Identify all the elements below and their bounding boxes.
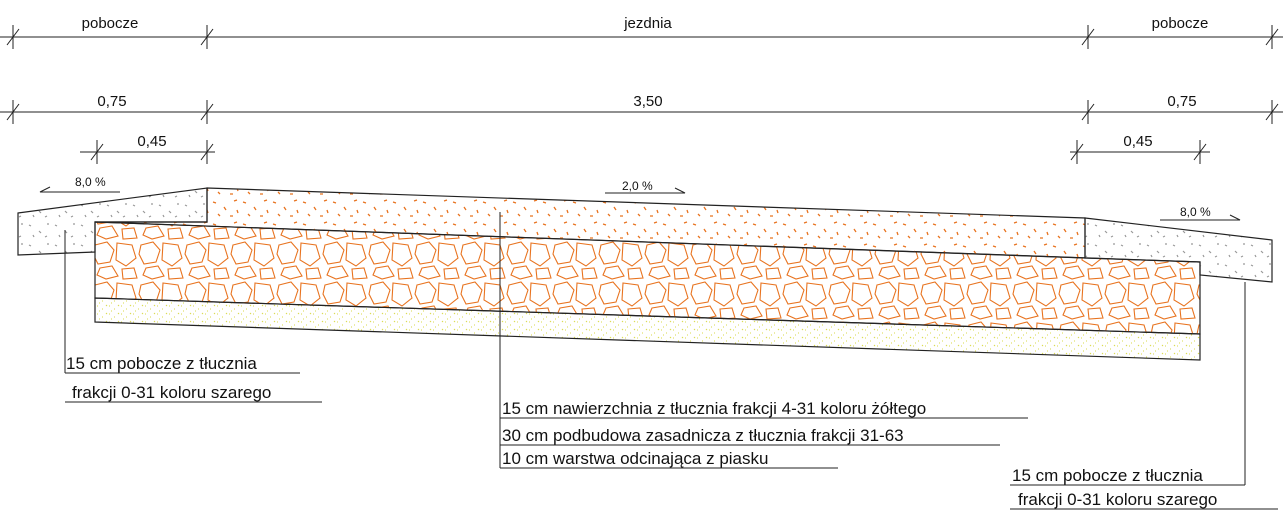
inner-width-label: 0,45 [137,133,166,150]
layers [17,187,1273,361]
layer-label: frakcji 0-31 koloru szarego [1018,490,1217,509]
width-label: 3,50 [633,93,662,110]
slope-arrows [39,186,1241,221]
layer-label: 10 cm warstwa odcinająca z piasku [502,449,768,468]
slope-label: 8,0 % [75,175,106,189]
zone-label: pobocze [1152,15,1209,32]
leader-lines [64,212,1278,510]
layer-label: 15 cm pobocze z tłucznia [66,354,257,373]
slope-label: 8,0 % [1180,205,1211,219]
layer-label: 30 cm podbudowa zasadnicza z tłucznia fr… [502,426,904,445]
zone-label: pobocze [82,15,139,32]
layer-label: 15 cm nawierzchnia z tłucznia frakcji 4-… [502,399,926,418]
layer-label: 15 cm pobocze z tłucznia [1012,466,1203,485]
slope-label: 2,0 % [622,179,653,193]
width-label: 0,75 [1167,93,1196,110]
width-label: 0,75 [97,93,126,110]
inner-width-label: 0,45 [1123,133,1152,150]
zone-label: jezdnia [623,15,672,32]
dimension-lines [0,25,1283,164]
layer-label: frakcji 0-31 koloru szarego [72,383,271,402]
